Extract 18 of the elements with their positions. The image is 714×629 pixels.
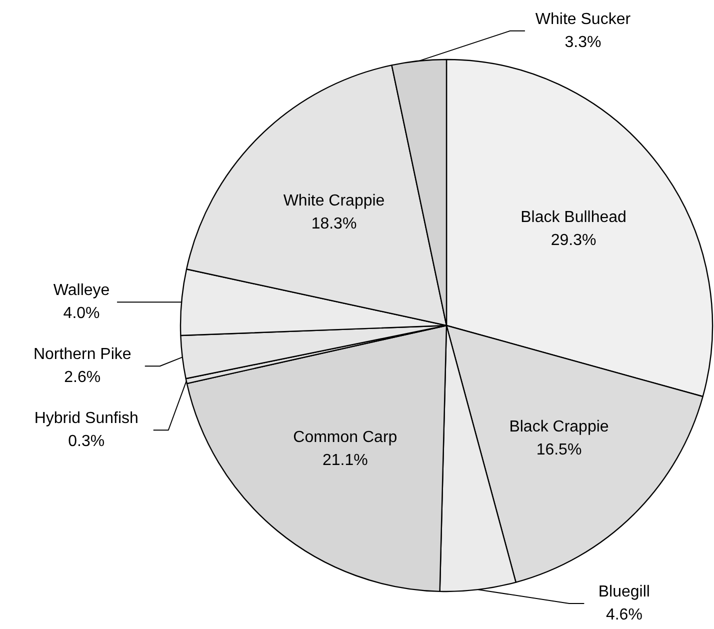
slice-label: Black Bullhead xyxy=(520,208,626,226)
data-label: 3.3% xyxy=(564,34,602,51)
slice-label: Black Crappie xyxy=(509,418,609,436)
data-label: 18.3% xyxy=(311,215,357,232)
slice-label: Bluegill xyxy=(598,584,650,600)
slice-label: White Crappie xyxy=(283,192,385,210)
data-label: 4.0% xyxy=(63,305,100,322)
slice-label: Common Carp xyxy=(293,428,398,446)
data-label: 16.5% xyxy=(536,442,582,459)
data-label: 2.6% xyxy=(64,369,101,386)
slice-label: Walleye xyxy=(53,282,110,300)
data-label: 0.3% xyxy=(68,433,105,450)
data-label: 21.1% xyxy=(322,452,368,469)
data-label: 29.3% xyxy=(550,232,596,249)
slice-label: Hybrid Sunfish xyxy=(34,410,138,428)
slice-label: Northern Pike xyxy=(33,346,132,364)
data-label: 4.6% xyxy=(606,606,642,624)
slice-label: White Sucker xyxy=(535,10,632,28)
